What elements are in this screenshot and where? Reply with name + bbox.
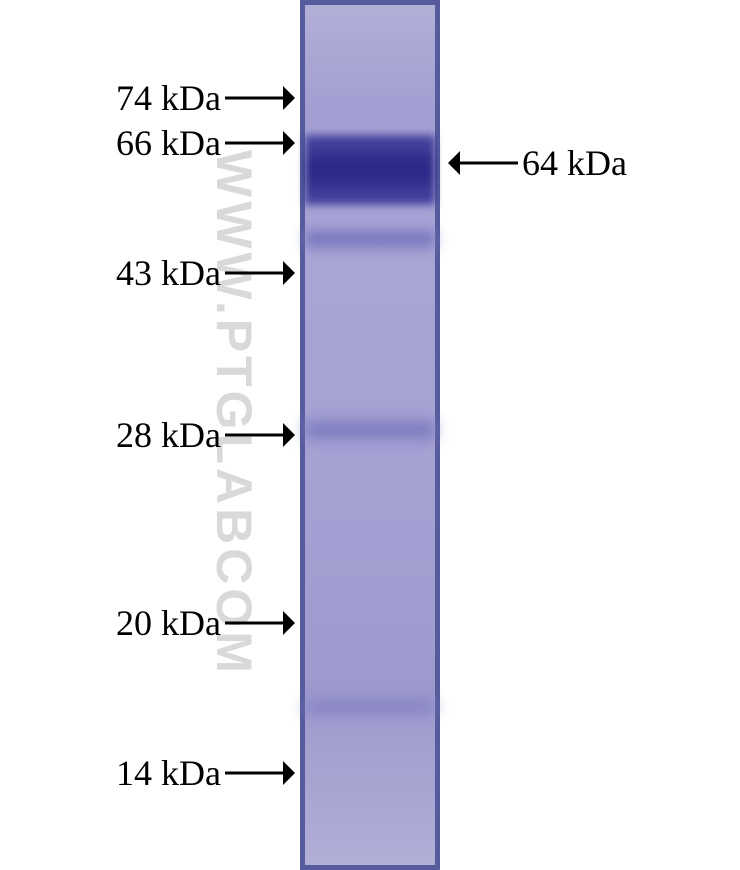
marker-weight-text: 14 kDa (116, 752, 221, 794)
gel-band (305, 230, 435, 248)
gel-image-canvas: WWW.PTGLABCOM 74 kDa66 kDa 43 kDa 28 kDa 20… (0, 0, 740, 870)
marker-weight-text: 43 kDa (116, 252, 221, 294)
marker-label: 20 kDa (116, 598, 295, 644)
gel-band (305, 420, 435, 440)
arrow-right-icon (225, 761, 295, 785)
watermark-text: WWW.PTGLABCOM (205, 150, 263, 770)
marker-label: 43 kDa (116, 248, 295, 294)
arrow-right-icon (225, 131, 295, 155)
arrow-right-icon (225, 261, 295, 285)
arrow-left-icon (448, 151, 518, 175)
marker-weight-text: 74 kDa (116, 77, 221, 119)
marker-label: 74 kDa (116, 73, 295, 119)
marker-label: 14 kDa (116, 748, 295, 794)
arrow-right-icon (225, 611, 295, 635)
gel-lane (300, 0, 440, 870)
target-label: 64 kDa (448, 138, 627, 184)
marker-weight-text: 20 kDa (116, 602, 221, 644)
marker-label: 28 kDa (116, 410, 295, 456)
gel-band (305, 700, 435, 714)
marker-weight-text: 66 kDa (116, 122, 221, 164)
marker-label: 66 kDa (116, 118, 295, 164)
marker-weight-text: 28 kDa (116, 414, 221, 456)
arrow-right-icon (225, 423, 295, 447)
gel-band (305, 135, 435, 205)
arrow-right-icon (225, 86, 295, 110)
target-weight-text: 64 kDa (522, 143, 627, 183)
